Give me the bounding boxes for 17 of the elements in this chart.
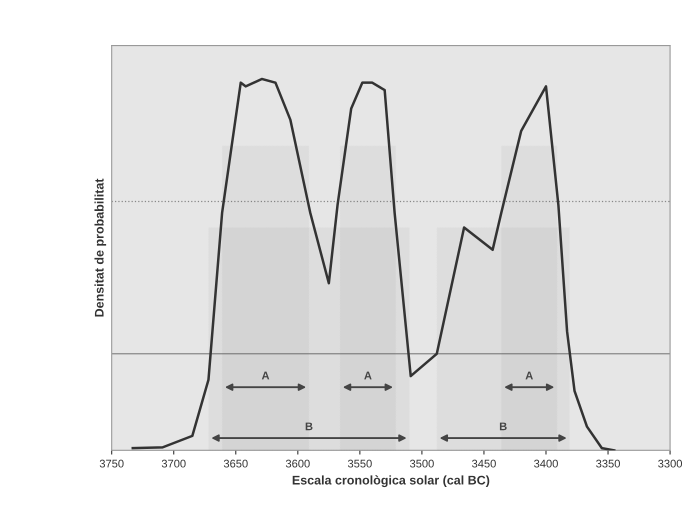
x-tick-label: 3650 bbox=[224, 460, 248, 468]
x-tick-label: 3550 bbox=[348, 460, 372, 468]
band-label: A bbox=[364, 372, 372, 380]
band-label: B bbox=[500, 422, 507, 430]
x-tick-label: 3400 bbox=[534, 460, 558, 468]
x-axis-title: Escala cronològica solar (cal BC) bbox=[292, 475, 490, 488]
band-label: A bbox=[262, 372, 270, 380]
x-tick-label: 3500 bbox=[410, 460, 434, 468]
band-label: A bbox=[526, 372, 533, 380]
x-tick-label: 3450 bbox=[472, 460, 496, 468]
x-tick-label: 3750 bbox=[100, 460, 124, 468]
band-label: B bbox=[306, 422, 312, 430]
x-tick-label: 3350 bbox=[596, 460, 620, 468]
x-tick-label: 3600 bbox=[286, 460, 310, 468]
y-axis-title: Densitat de probabilitat bbox=[94, 178, 106, 317]
x-tick-label: 3300 bbox=[658, 460, 682, 468]
x-tick-label: 3700 bbox=[162, 460, 186, 468]
